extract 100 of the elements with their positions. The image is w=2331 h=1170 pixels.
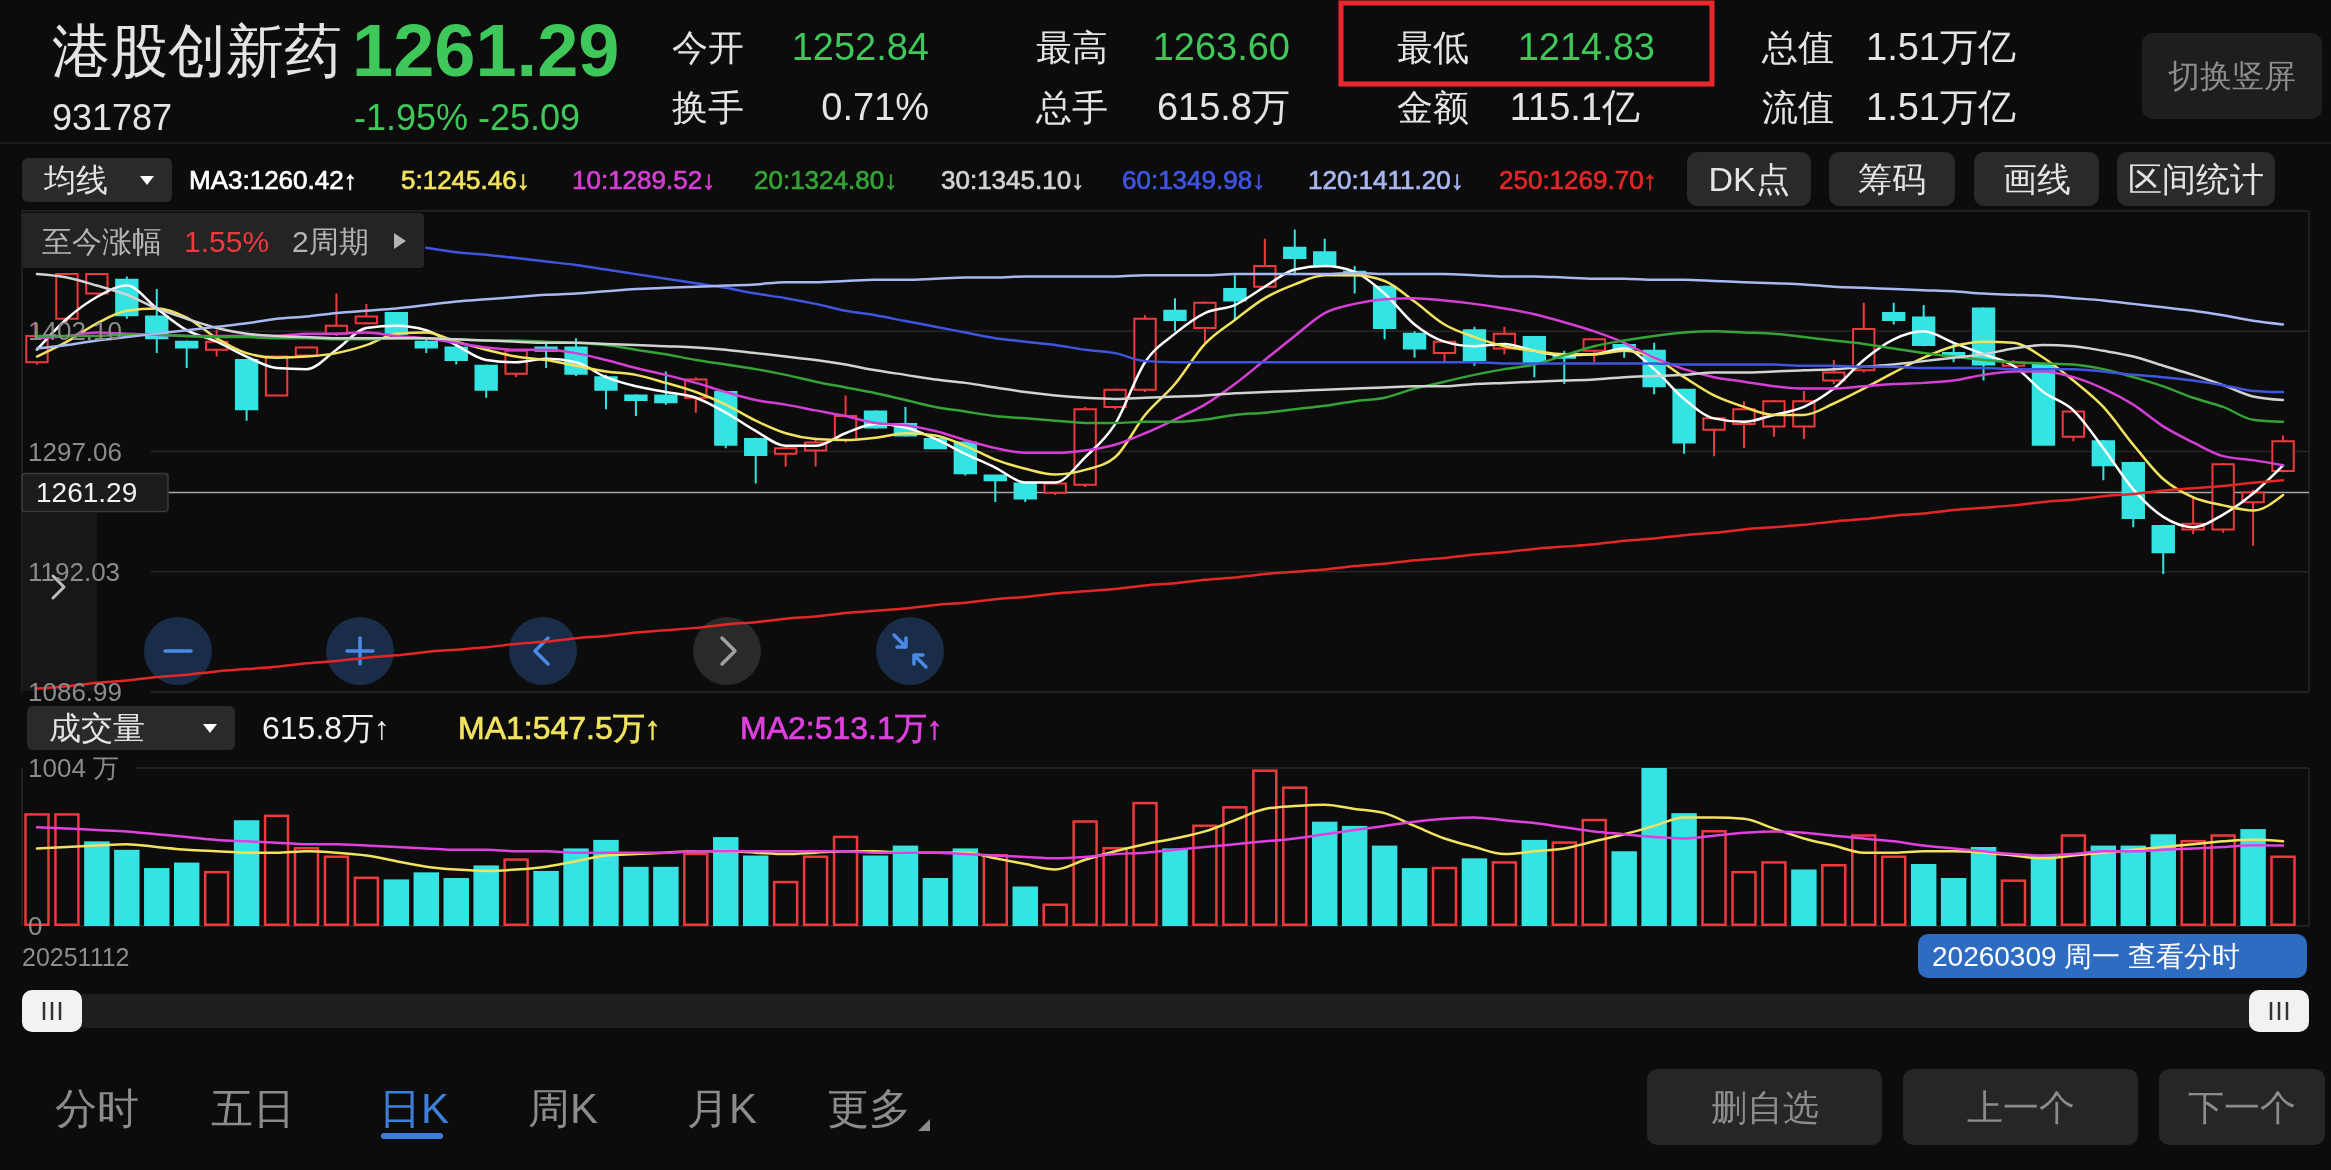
candlestick (594, 373, 618, 411)
bar (413, 872, 440, 926)
candlestick (414, 337, 438, 355)
bar (203, 870, 230, 926)
bar (1132, 801, 1158, 926)
text: 更多 (827, 1084, 911, 1132)
candlestick (1163, 297, 1187, 333)
text: 30:1345.10↓ (941, 165, 1085, 195)
candlestick (444, 344, 468, 366)
bar (1311, 821, 1338, 926)
bar (1401, 868, 1428, 926)
text: 615.8万↑ (262, 710, 391, 746)
text: 1252.84 (791, 26, 929, 68)
bar (593, 839, 619, 926)
text: 港股创新药 (52, 17, 342, 83)
bar (2090, 845, 2117, 926)
text: -1.95% -25.09 (354, 96, 581, 138)
candlestick (234, 357, 259, 422)
candlestick (175, 339, 199, 369)
bar (922, 878, 949, 926)
legend-title: 成交量 (49, 710, 145, 746)
bar (1641, 768, 1667, 926)
text: DK点 (1708, 160, 1790, 198)
text: 250:1269.70↑ (1499, 165, 1657, 195)
text: 下一个 (2188, 1086, 2296, 1128)
bar (353, 876, 380, 926)
candlestick (1882, 301, 1906, 326)
bar (84, 841, 110, 926)
candlestick (2061, 410, 2086, 443)
bar (293, 847, 320, 926)
candlestick (2271, 434, 2295, 474)
text: 筹码 (1858, 160, 1926, 198)
text: 流值 (1762, 86, 1834, 128)
bar (1072, 820, 1098, 926)
candlestick (1672, 387, 1696, 455)
bar (1611, 851, 1637, 926)
text: 0.71% (821, 86, 929, 128)
bar (173, 862, 200, 926)
text: 最高 (1036, 26, 1108, 68)
text: 月K (687, 1084, 758, 1132)
legend-label: MA3:1260.42↑ (189, 165, 357, 195)
text: 20260309 周一 查看分时 (1932, 940, 2241, 972)
bar (623, 866, 649, 926)
candlestick (1223, 274, 1247, 321)
bar (114, 849, 140, 926)
bar (1581, 818, 1607, 926)
bar (263, 814, 290, 926)
text: 1263.60 (1152, 26, 1290, 68)
text: 20251112 (22, 943, 130, 971)
text: 1214.83 (1517, 26, 1655, 68)
text: 1261.29 (352, 8, 620, 92)
bar (1821, 864, 1847, 926)
bar (832, 835, 859, 926)
bar (1731, 870, 1757, 926)
candlestick (983, 474, 1007, 503)
bar (1701, 830, 1727, 926)
candlestick (474, 363, 498, 399)
text: 1.51万亿 (1866, 26, 2016, 68)
bar (1910, 864, 1937, 926)
text: 931787 (52, 96, 173, 138)
text: MA2:513.1万↑ (740, 710, 943, 746)
candlestick (2151, 523, 2175, 576)
candlestick (55, 271, 79, 324)
bar (892, 845, 919, 926)
annotation: 至今涨幅 (42, 224, 162, 258)
bar (1162, 848, 1188, 926)
bar (1282, 786, 1308, 926)
bar (1371, 845, 1398, 926)
text: 总值 (1761, 26, 1834, 68)
text: 周K (528, 1084, 599, 1132)
candlestick (654, 370, 678, 406)
y-tick-label: 1297.06 (28, 436, 122, 467)
bar (1042, 903, 1068, 926)
candlestick (1313, 237, 1337, 268)
bar (1461, 858, 1488, 926)
bar (772, 880, 799, 926)
candlestick (1402, 330, 1427, 359)
text: 10:1289.52↓ (572, 165, 716, 195)
bar (1521, 839, 1548, 926)
candlestick (773, 445, 798, 468)
line-series (35, 816, 2285, 860)
text: 最低 (1397, 26, 1469, 68)
text: 金额 (1397, 86, 1469, 128)
text: 120:1411.20↓ (1308, 165, 1464, 195)
y-tick-label: 1086.99 (28, 677, 122, 707)
bar (2210, 834, 2236, 926)
text: 区间统计 (2128, 160, 2264, 198)
bar (1102, 847, 1128, 926)
bar (2270, 855, 2296, 926)
bar (54, 813, 80, 926)
text: 删自选 (1710, 1086, 1819, 1128)
candlestick (354, 302, 379, 326)
bar (653, 866, 679, 926)
bar (2240, 829, 2266, 926)
text: 60:1349.98↓ (1122, 165, 1266, 195)
candlestick (624, 393, 648, 418)
text: 1.51万亿 (1866, 86, 2016, 128)
bar (683, 852, 709, 926)
bar (2150, 834, 2176, 926)
text: 切换竖屏 (2168, 58, 2296, 94)
